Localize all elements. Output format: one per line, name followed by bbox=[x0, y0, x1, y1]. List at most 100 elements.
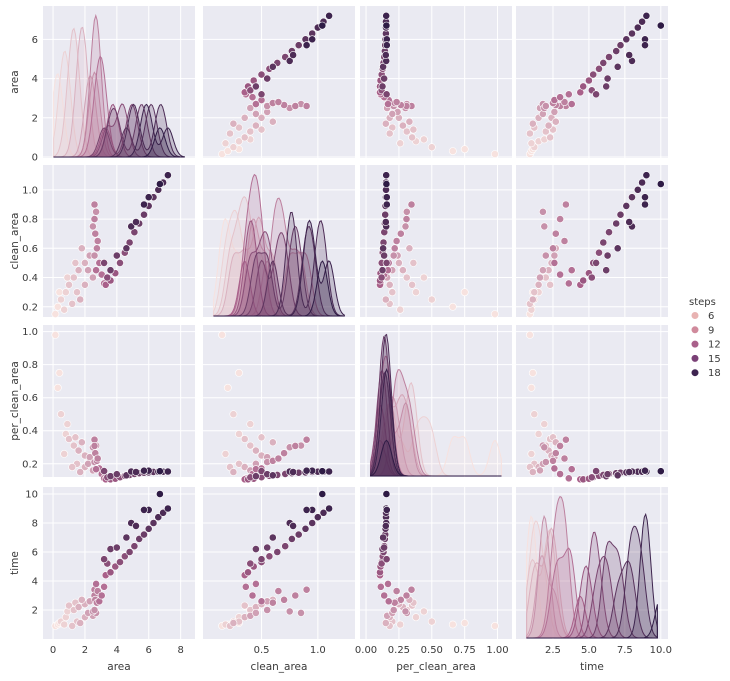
scatter-point bbox=[392, 587, 401, 595]
scatter-point bbox=[154, 513, 163, 522]
scatter-point bbox=[135, 535, 144, 543]
scatter-point bbox=[257, 113, 266, 122]
scatter-point bbox=[289, 51, 297, 59]
scatter-point bbox=[130, 542, 139, 551]
scatter-point bbox=[401, 222, 410, 231]
scatter-point bbox=[530, 410, 539, 419]
scatter-point bbox=[268, 117, 277, 126]
scatter-point bbox=[265, 552, 274, 561]
scatter-point bbox=[396, 229, 405, 238]
scatter-point bbox=[642, 171, 651, 180]
y-tick-label: 0.4 bbox=[22, 426, 38, 437]
x-tick-label: 1.0 bbox=[310, 645, 326, 656]
scatter-point bbox=[389, 251, 398, 260]
scatter-point bbox=[382, 555, 391, 564]
scatter-point bbox=[549, 456, 557, 465]
scatter-point bbox=[69, 273, 78, 282]
x-tick-label: 0 bbox=[50, 645, 56, 656]
scatter-point bbox=[57, 295, 65, 304]
legend-marker bbox=[690, 368, 700, 377]
scatter-point bbox=[550, 258, 559, 267]
scatter-point bbox=[229, 119, 238, 128]
scatter-point bbox=[103, 273, 112, 282]
scatter-point bbox=[539, 207, 547, 216]
scatter-point bbox=[92, 465, 100, 474]
scatter-point bbox=[235, 430, 243, 438]
scatter-point bbox=[291, 102, 300, 110]
scatter-point bbox=[77, 595, 86, 604]
scatter-point bbox=[291, 591, 300, 600]
scatter-point bbox=[612, 219, 621, 228]
scatter-point bbox=[541, 102, 550, 110]
scatter-point bbox=[159, 508, 167, 517]
scatter-point bbox=[380, 251, 388, 260]
panel-time-vs-area bbox=[43, 487, 195, 639]
scatter-point bbox=[106, 266, 115, 275]
scatter-point bbox=[89, 273, 97, 282]
scatter-point bbox=[163, 171, 172, 180]
scatter-point bbox=[251, 580, 260, 588]
y-axis-label-time: time bbox=[9, 551, 21, 575]
scatter-point bbox=[71, 258, 80, 267]
scatter-point bbox=[308, 35, 317, 44]
scatter-point bbox=[622, 201, 631, 210]
scatter-point bbox=[528, 468, 537, 476]
x-tick-label: 0.5 bbox=[254, 645, 270, 656]
scatter-point bbox=[409, 258, 418, 267]
x-axis-label-per_clean_area: per_clean_area bbox=[396, 661, 476, 673]
scatter-point bbox=[530, 288, 539, 297]
scatter-point bbox=[285, 57, 294, 65]
scatter-point bbox=[77, 438, 86, 447]
panel-area-vs-time bbox=[516, 6, 668, 158]
scatter-point bbox=[527, 383, 536, 392]
scatter-point bbox=[382, 41, 391, 50]
scatter-point bbox=[388, 110, 397, 118]
scatter-point bbox=[579, 276, 588, 285]
x-tick-label: 7.5 bbox=[617, 645, 633, 656]
scatter-point bbox=[116, 558, 124, 566]
scatter-point bbox=[534, 430, 543, 438]
scatter-point bbox=[408, 280, 416, 289]
scatter-point bbox=[53, 302, 62, 311]
scatter-point bbox=[325, 467, 333, 476]
scatter-point bbox=[281, 542, 290, 551]
x-tick-label: 1.00 bbox=[486, 645, 508, 656]
scatter-point bbox=[74, 603, 83, 611]
scatter-point bbox=[122, 244, 131, 253]
legend-marker bbox=[690, 340, 700, 349]
scatter-point bbox=[402, 591, 411, 600]
scatter-point bbox=[93, 244, 101, 253]
scatter-point bbox=[84, 266, 92, 275]
scatter-point bbox=[382, 11, 391, 20]
scatter-point bbox=[55, 368, 64, 377]
scatter-point bbox=[73, 288, 81, 297]
legend-label: 15 bbox=[708, 354, 721, 365]
scatter-point bbox=[402, 273, 411, 282]
scatter-point bbox=[605, 228, 613, 237]
scatter-point bbox=[656, 21, 665, 30]
scatter-point bbox=[564, 279, 573, 288]
scatter-point bbox=[448, 302, 457, 311]
scatter-point bbox=[381, 119, 390, 128]
scatter-point bbox=[396, 305, 405, 314]
x-tick-label: 0.25 bbox=[388, 645, 410, 656]
scatter-point bbox=[280, 449, 288, 458]
scatter-point bbox=[550, 464, 559, 473]
panel-background bbox=[43, 325, 195, 477]
scatter-point bbox=[325, 11, 333, 20]
scatter-point bbox=[106, 568, 115, 577]
scatter-point bbox=[592, 258, 600, 267]
scatter-point bbox=[240, 133, 249, 142]
x-tick-label: 10.0 bbox=[650, 645, 672, 656]
legend-marker bbox=[690, 354, 700, 363]
scatter-point bbox=[76, 619, 85, 627]
scatter-point bbox=[251, 609, 260, 617]
scatter-point bbox=[257, 555, 266, 564]
scatter-point bbox=[528, 295, 537, 304]
scatter-point bbox=[546, 133, 554, 142]
scatter-point bbox=[144, 524, 153, 533]
x-tick-label: 6 bbox=[146, 645, 152, 656]
scatter-point bbox=[90, 441, 99, 450]
y-tick-label: 0.2 bbox=[22, 302, 38, 313]
scatter-point bbox=[244, 568, 252, 577]
